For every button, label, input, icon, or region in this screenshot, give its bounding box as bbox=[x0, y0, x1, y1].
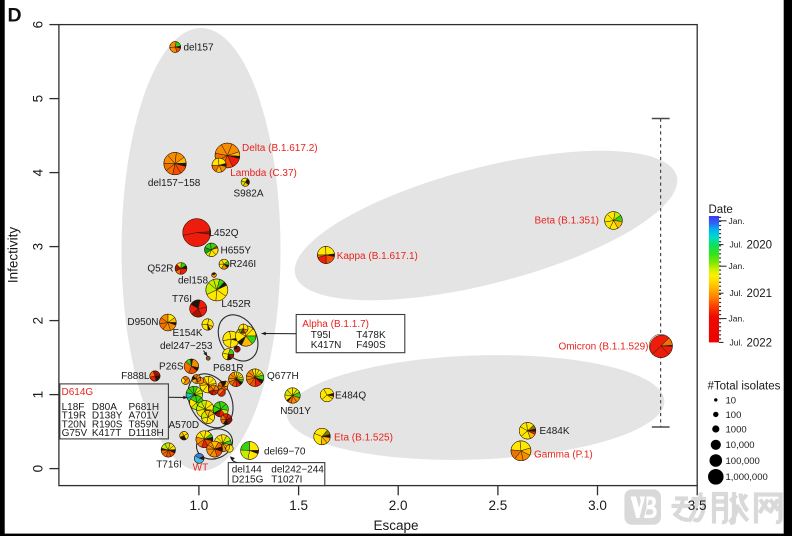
svg-text:0: 0 bbox=[31, 465, 46, 473]
svg-text:P681H: P681H bbox=[129, 402, 160, 413]
svg-text:P26S: P26S bbox=[159, 362, 184, 373]
svg-text:del157−158: del157−158 bbox=[148, 178, 201, 189]
svg-text:R190S: R190S bbox=[92, 419, 123, 430]
svg-text:F490S: F490S bbox=[356, 340, 386, 351]
svg-text:Omicron (B.1.1.529): Omicron (B.1.1.529) bbox=[558, 342, 648, 353]
svg-text:Infectivity: Infectivity bbox=[6, 227, 21, 284]
svg-text:1000: 1000 bbox=[726, 424, 747, 435]
svg-text:D: D bbox=[8, 5, 22, 27]
svg-text:Jan.: Jan. bbox=[729, 314, 745, 324]
svg-text:del247−253: del247−253 bbox=[160, 341, 213, 352]
svg-text:Lambda (C.37): Lambda (C.37) bbox=[230, 168, 297, 179]
svg-text:L18F: L18F bbox=[62, 402, 85, 413]
svg-text:4: 4 bbox=[31, 168, 46, 176]
svg-text:Q52R: Q52R bbox=[147, 264, 173, 275]
svg-text:E154K: E154K bbox=[172, 328, 202, 339]
svg-text:Jul.: Jul. bbox=[730, 240, 743, 250]
svg-text:Jul.: Jul. bbox=[730, 288, 743, 298]
svg-text:T76I: T76I bbox=[172, 294, 192, 305]
svg-text:1: 1 bbox=[31, 391, 46, 399]
svg-text:10: 10 bbox=[726, 395, 737, 406]
svg-text:H655Y: H655Y bbox=[221, 246, 252, 257]
svg-text:1.5: 1.5 bbox=[289, 498, 308, 513]
svg-text:Escape: Escape bbox=[373, 518, 418, 533]
svg-text:2021: 2021 bbox=[747, 288, 773, 300]
svg-text:T859N: T859N bbox=[129, 419, 159, 430]
svg-text:100,000: 100,000 bbox=[726, 456, 760, 467]
svg-text:D215G: D215G bbox=[232, 475, 264, 486]
svg-text:Jan.: Jan. bbox=[729, 261, 745, 271]
svg-text:D614G: D614G bbox=[62, 387, 94, 398]
svg-text:del69−70: del69−70 bbox=[264, 446, 306, 457]
svg-text:2: 2 bbox=[31, 317, 46, 325]
svg-text:1,000,000: 1,000,000 bbox=[726, 472, 768, 483]
svg-text:Jan.: Jan. bbox=[729, 216, 745, 226]
svg-text:T716I: T716I bbox=[156, 460, 182, 471]
svg-text:T478K: T478K bbox=[356, 330, 386, 341]
svg-text:Gamma (P.1): Gamma (P.1) bbox=[534, 450, 593, 461]
svg-text:K417N: K417N bbox=[311, 340, 342, 351]
svg-text:E484Q: E484Q bbox=[335, 391, 366, 402]
svg-text:Q677H: Q677H bbox=[267, 371, 299, 382]
svg-text:del158: del158 bbox=[178, 276, 208, 287]
svg-text:T20N: T20N bbox=[62, 419, 86, 430]
svg-text:2022: 2022 bbox=[747, 337, 773, 349]
svg-text:2.0: 2.0 bbox=[389, 498, 408, 513]
svg-text:N501Y: N501Y bbox=[280, 406, 311, 417]
svg-text:Eta (B.1.525): Eta (B.1.525) bbox=[334, 433, 393, 444]
svg-text:D80A: D80A bbox=[92, 402, 117, 413]
svg-text:Jul.: Jul. bbox=[730, 337, 743, 347]
svg-text:del144: del144 bbox=[232, 465, 262, 476]
svg-text:Beta (B.1.351): Beta (B.1.351) bbox=[535, 216, 599, 227]
svg-text:P681R: P681R bbox=[213, 363, 244, 374]
svg-text:3.5: 3.5 bbox=[688, 498, 707, 513]
svg-text:100: 100 bbox=[726, 410, 742, 421]
svg-text:L452R: L452R bbox=[221, 299, 250, 310]
svg-text:K417T: K417T bbox=[92, 428, 121, 439]
svg-text:Delta (B.1.617.2): Delta (B.1.617.2) bbox=[242, 143, 318, 154]
svg-text:#Total isolates: #Total isolates bbox=[708, 381, 781, 393]
svg-text:1.0: 1.0 bbox=[190, 498, 209, 513]
svg-text:T19R: T19R bbox=[62, 411, 86, 422]
svg-text:R246I: R246I bbox=[230, 259, 257, 270]
svg-text:Kappa (B.1.617.1): Kappa (B.1.617.1) bbox=[337, 251, 418, 262]
svg-text:F888L: F888L bbox=[121, 371, 150, 382]
svg-text:D138Y: D138Y bbox=[92, 411, 123, 422]
svg-text:Date: Date bbox=[709, 204, 733, 216]
svg-text:A570D: A570D bbox=[169, 420, 200, 431]
svg-text:L452Q: L452Q bbox=[209, 228, 239, 239]
svg-text:T1027I: T1027I bbox=[271, 475, 302, 486]
svg-text:E484K: E484K bbox=[540, 426, 570, 437]
svg-text:10,000: 10,000 bbox=[726, 440, 755, 451]
svg-text:del157: del157 bbox=[184, 43, 214, 54]
svg-text:3: 3 bbox=[31, 243, 46, 251]
svg-text:6: 6 bbox=[31, 21, 46, 29]
svg-text:3.0: 3.0 bbox=[588, 498, 607, 513]
svg-text:Alpha (B.1.1.7): Alpha (B.1.1.7) bbox=[302, 319, 369, 330]
svg-text:2020: 2020 bbox=[747, 240, 773, 252]
svg-text:G75V: G75V bbox=[62, 428, 88, 439]
svg-text:2.5: 2.5 bbox=[489, 498, 508, 513]
svg-text:D950N: D950N bbox=[127, 317, 158, 328]
svg-text:D1118H: D1118H bbox=[129, 428, 164, 439]
svg-text:5: 5 bbox=[31, 95, 46, 103]
svg-text:A701V: A701V bbox=[129, 411, 159, 422]
svg-text:WT: WT bbox=[193, 463, 209, 474]
svg-text:del242−244: del242−244 bbox=[271, 465, 324, 476]
svg-text:T95I: T95I bbox=[311, 330, 331, 341]
svg-text:S982A: S982A bbox=[233, 188, 263, 199]
